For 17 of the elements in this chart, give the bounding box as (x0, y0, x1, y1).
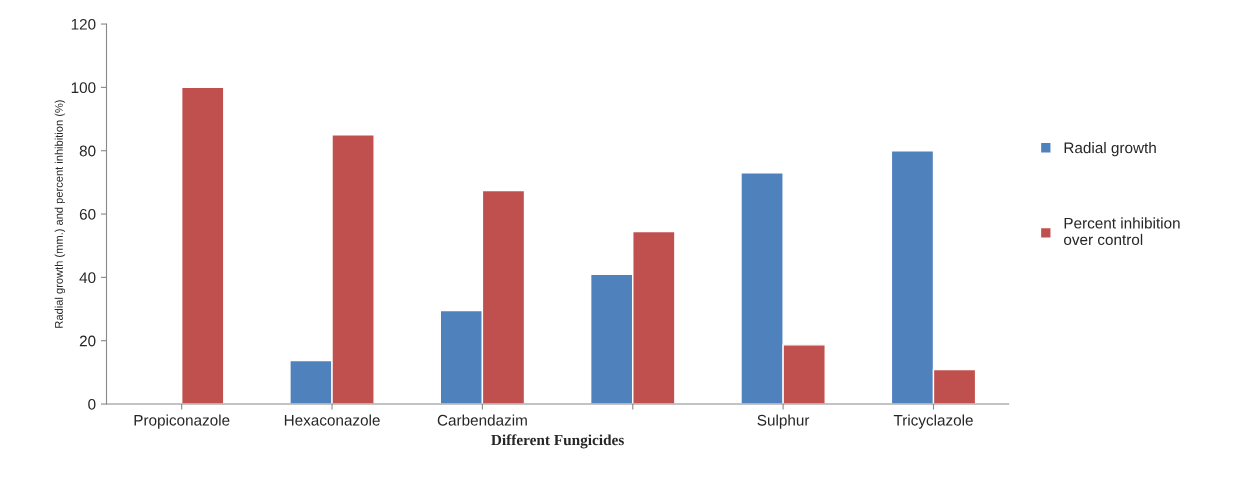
y-tick-label: 80 (79, 145, 96, 157)
y-tick-label: 0 (88, 398, 96, 410)
y-tick-label: 20 (79, 335, 96, 347)
y-tick-label: 40 (79, 272, 96, 284)
x-tick-label: Propiconazole (134, 414, 230, 429)
x-tick-label: Sulphur (757, 414, 810, 429)
legend-label: Radial growth (1064, 142, 1156, 157)
y-tick-label: 100 (71, 82, 96, 94)
x-tick-label: Hexaconazole (284, 414, 380, 426)
x-axis-title: Different Fungicides (491, 434, 624, 449)
x-tick-label: Tricyclazole (893, 414, 973, 429)
y-tick-label: 60 (79, 208, 96, 220)
x-tick-label: Carbendazim (437, 414, 527, 426)
y-axis-title: Radial growth (mm.) and percent inhibition (%) (54, 100, 66, 328)
bar (180, 86, 225, 405)
legend-label: Percent inhibition over control (1064, 217, 1180, 246)
y-tick-label: 120 (71, 18, 96, 30)
